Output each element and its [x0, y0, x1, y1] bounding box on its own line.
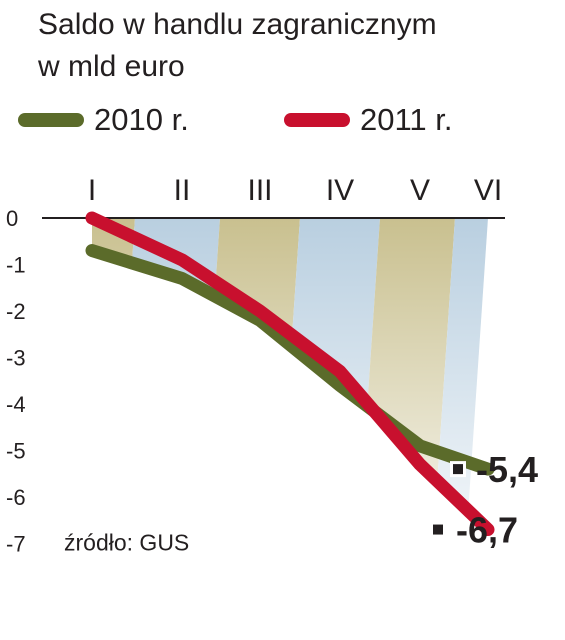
y-tick-label: -5: [6, 439, 26, 464]
series-line-2010: [85, 244, 495, 476]
series-line-2011: [85, 211, 495, 537]
y-tick-label: -4: [6, 392, 26, 417]
legend-label-2010: 2010 r.: [94, 102, 189, 137]
legend-item-2010: 2010 r.: [18, 102, 189, 138]
chart-title-line1: Saldo w handlu zagranicznym: [38, 8, 437, 41]
y-tick-label: 0: [6, 206, 18, 231]
legend: 2010 r. 2011 r.: [18, 102, 548, 142]
end-value-label: -5,4: [476, 449, 538, 490]
y-tick-label: -3: [6, 346, 26, 371]
legend-label-2011: 2011 r.: [360, 102, 453, 137]
end-marker: [453, 464, 463, 475]
y-tick-label: -7: [6, 532, 26, 557]
y-tick-label: -1: [6, 253, 26, 278]
legend-swatch-2010: [18, 113, 84, 127]
legend-item-2011: 2011 r.: [284, 102, 453, 138]
end-value-label: -6,7: [456, 510, 518, 551]
chart-title: Saldo w handlu zagranicznym w mld euro: [38, 4, 538, 88]
end-marker: [433, 524, 443, 535]
x-tick-label: VI: [474, 174, 502, 207]
x-tick-label: I: [88, 174, 96, 207]
chart-title-line2: w mld euro: [38, 50, 185, 83]
line-chart: I II III IV V VI0-1-2-3-4-5-6-7-5,4-6,7źródło…: [6, 174, 538, 557]
x-tick-label: II: [174, 174, 191, 207]
x-tick-label: IV: [326, 174, 354, 207]
y-tick-label: -2: [6, 299, 26, 324]
source-note: źródło: GUS: [64, 530, 189, 556]
y-tick-label: -6: [6, 485, 26, 510]
x-tick-label: V: [410, 174, 430, 207]
legend-swatch-2011: [284, 113, 350, 127]
x-tick-label: III: [247, 174, 272, 207]
